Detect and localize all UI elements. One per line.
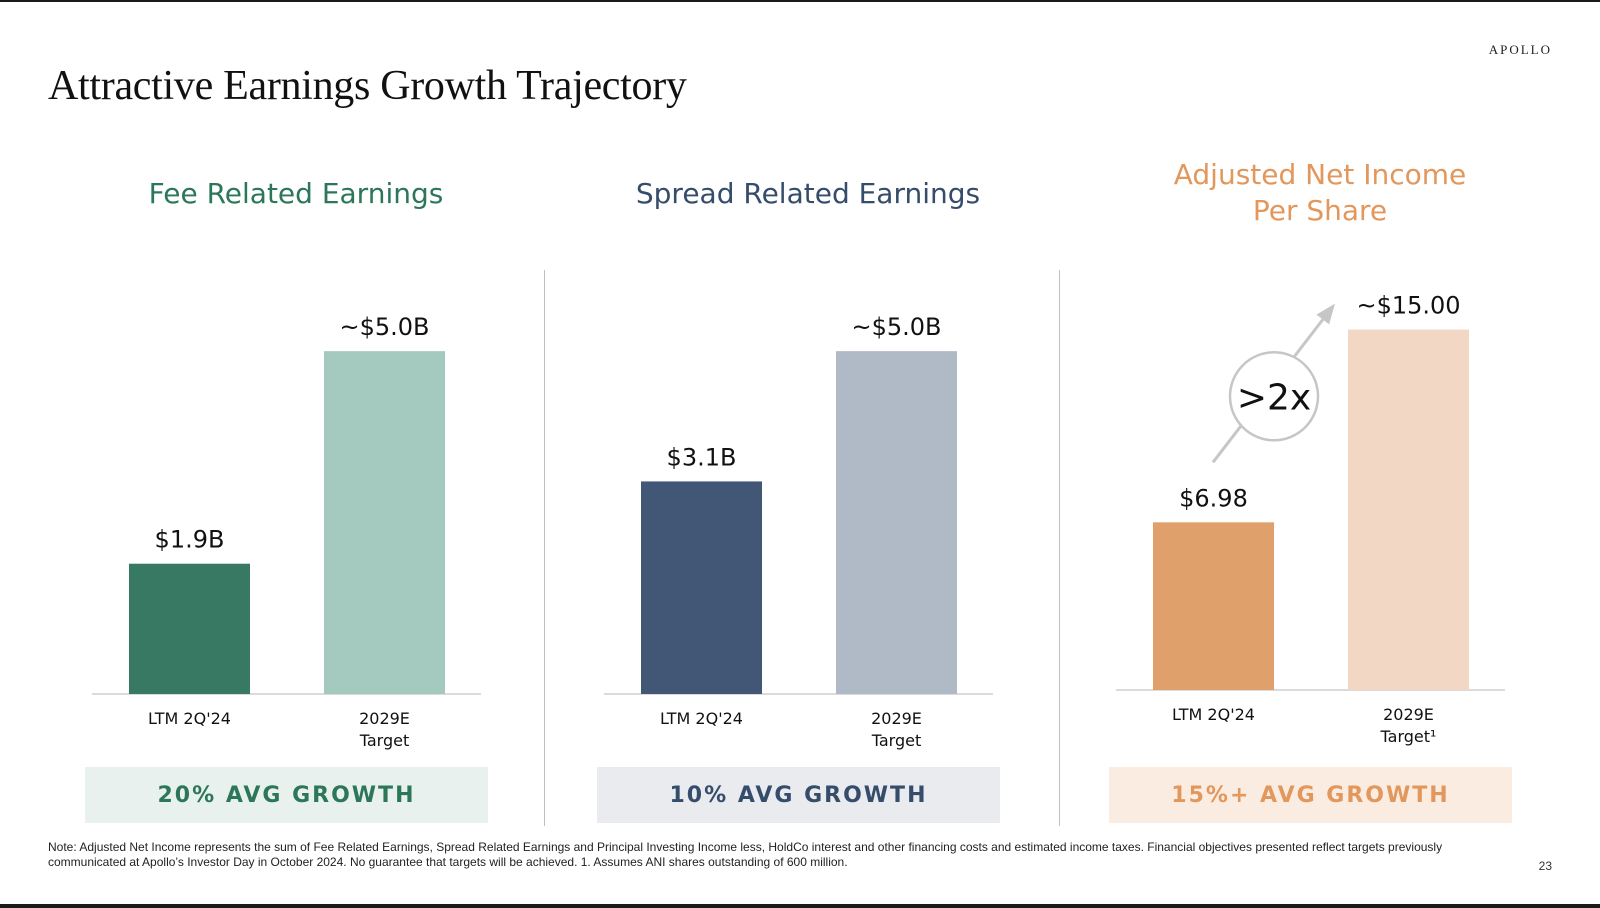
data-label: ~$15.00 — [1356, 292, 1460, 320]
bar — [1348, 329, 1469, 690]
tick-label: Target — [871, 731, 922, 750]
bar — [129, 563, 250, 694]
bar — [641, 481, 762, 694]
chart-title-line: Spread Related Earnings — [635, 177, 981, 210]
bar-chart: $6.98 LTM 2Q'24 ~$15.00 2029E Target¹ >2x — [1116, 292, 1505, 746]
growth-badge: 15%+ AVG GROWTH — [1109, 767, 1512, 823]
chart-panel-fre: Fee Related Earnings $1.9B LTM 2Q'24 ~$5.0… — [41, 2, 551, 904]
data-label: ~$5.0B — [851, 313, 941, 341]
page-title: Attractive Earnings Growth Trajectory — [48, 63, 687, 109]
tick-label: LTM 2Q'24 — [1172, 705, 1255, 724]
brand-logo: APOLLO — [1488, 42, 1552, 57]
panel-divider — [544, 270, 545, 826]
tick-label: 2029E — [359, 709, 410, 728]
chart-panel-sre: Spread Related Earnings $3.1B LTM 2Q'24 ~$… — [553, 2, 1063, 904]
chart-title-line: Per Share — [1252, 194, 1388, 227]
growth-badge: 20% AVG GROWTH — [85, 767, 488, 823]
chart-title: Spread Related Earnings — [553, 176, 1063, 212]
footnote: Note: Adjusted Net Income represents the… — [48, 840, 1443, 869]
growth-badge: 10% AVG GROWTH — [597, 767, 1000, 823]
tick-label: LTM 2Q'24 — [660, 709, 743, 728]
tick-label: Target — [359, 731, 410, 750]
bar-chart: $1.9B LTM 2Q'24 ~$5.0B 2029E Target — [92, 313, 481, 750]
tick-label: 2029E — [1383, 705, 1434, 724]
multiplier-circle — [1228, 351, 1320, 442]
data-label: $6.98 — [1179, 484, 1248, 512]
page-number: 23 — [1538, 859, 1552, 873]
chart-title-line: Fee Related Earnings — [148, 177, 444, 210]
chart-panel-ani: Adjusted Net Income Per Share $6.98 LTM 2… — [1065, 2, 1575, 904]
panel-divider — [1059, 270, 1060, 826]
bar — [324, 351, 445, 694]
tick-label: LTM 2Q'24 — [148, 709, 231, 728]
tick-label: Target¹ — [1380, 727, 1437, 746]
chart-title: Adjusted Net Income Per Share — [1065, 157, 1575, 229]
multiplier-label: >2x — [1237, 377, 1311, 418]
tick-label: 2029E — [871, 709, 922, 728]
data-label: $3.1B — [667, 443, 737, 471]
data-label: $1.9B — [155, 526, 225, 554]
bar — [1153, 522, 1274, 690]
data-label: ~$5.0B — [339, 313, 429, 341]
bar-chart: $3.1B LTM 2Q'24 ~$5.0B 2029E Target — [604, 313, 993, 750]
growth-arrow-head — [1316, 303, 1335, 325]
chart-title-line: Adjusted Net Income — [1173, 158, 1467, 191]
chart-title: Fee Related Earnings — [41, 176, 551, 212]
bar — [836, 351, 957, 694]
